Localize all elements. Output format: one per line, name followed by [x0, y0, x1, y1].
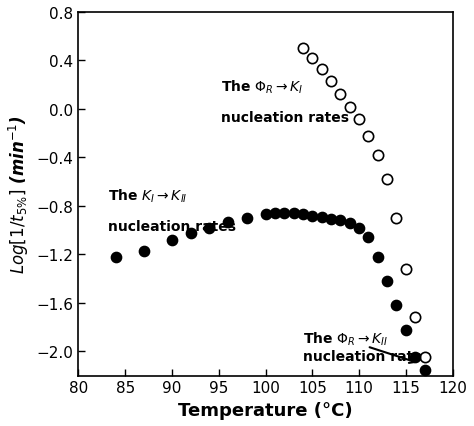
Point — [318, 66, 326, 73]
Point — [356, 225, 363, 232]
Point — [309, 55, 316, 62]
Point — [290, 210, 297, 217]
Point — [224, 219, 232, 225]
Point — [374, 152, 382, 159]
Point — [337, 218, 344, 225]
Point — [271, 210, 279, 217]
Point — [299, 46, 307, 52]
Point — [356, 116, 363, 123]
Point — [421, 354, 428, 361]
Point — [383, 176, 391, 183]
Point — [374, 254, 382, 261]
Text: nucleation rates: nucleation rates — [220, 111, 349, 125]
Text: The $\Phi_R \rightarrow K_{II}$
nucleation rates: The $\Phi_R \rightarrow K_{II}$ nucleati… — [303, 330, 431, 363]
X-axis label: Temperature (°C): Temperature (°C) — [178, 401, 353, 419]
Point — [281, 210, 288, 217]
Point — [383, 278, 391, 285]
Point — [346, 104, 354, 111]
Point — [187, 230, 194, 236]
Point — [309, 213, 316, 219]
Point — [337, 92, 344, 98]
Point — [243, 215, 251, 222]
Point — [206, 225, 213, 232]
Point — [112, 254, 119, 261]
Point — [327, 78, 335, 85]
Point — [346, 220, 354, 227]
Text: nucleation rates: nucleation rates — [109, 220, 237, 234]
Point — [421, 366, 428, 373]
Y-axis label: $Log[1/t_{5\%}]$ (min$^{-1}$): $Log[1/t_{5\%}]$ (min$^{-1}$) — [7, 115, 31, 273]
Point — [411, 354, 419, 361]
Point — [392, 215, 400, 222]
Point — [262, 211, 269, 218]
Text: The $\Phi_R \rightarrow K_I$: The $\Phi_R \rightarrow K_I$ — [220, 78, 303, 95]
Point — [168, 237, 176, 244]
Text: The $K_I \rightarrow K_{II}$: The $K_I \rightarrow K_{II}$ — [109, 187, 188, 204]
Point — [365, 133, 372, 140]
Point — [318, 214, 326, 221]
Point — [327, 216, 335, 223]
Point — [140, 248, 148, 255]
Point — [411, 314, 419, 321]
Point — [365, 234, 372, 241]
Point — [402, 266, 410, 273]
Point — [402, 326, 410, 333]
Point — [299, 211, 307, 218]
Point — [392, 302, 400, 309]
